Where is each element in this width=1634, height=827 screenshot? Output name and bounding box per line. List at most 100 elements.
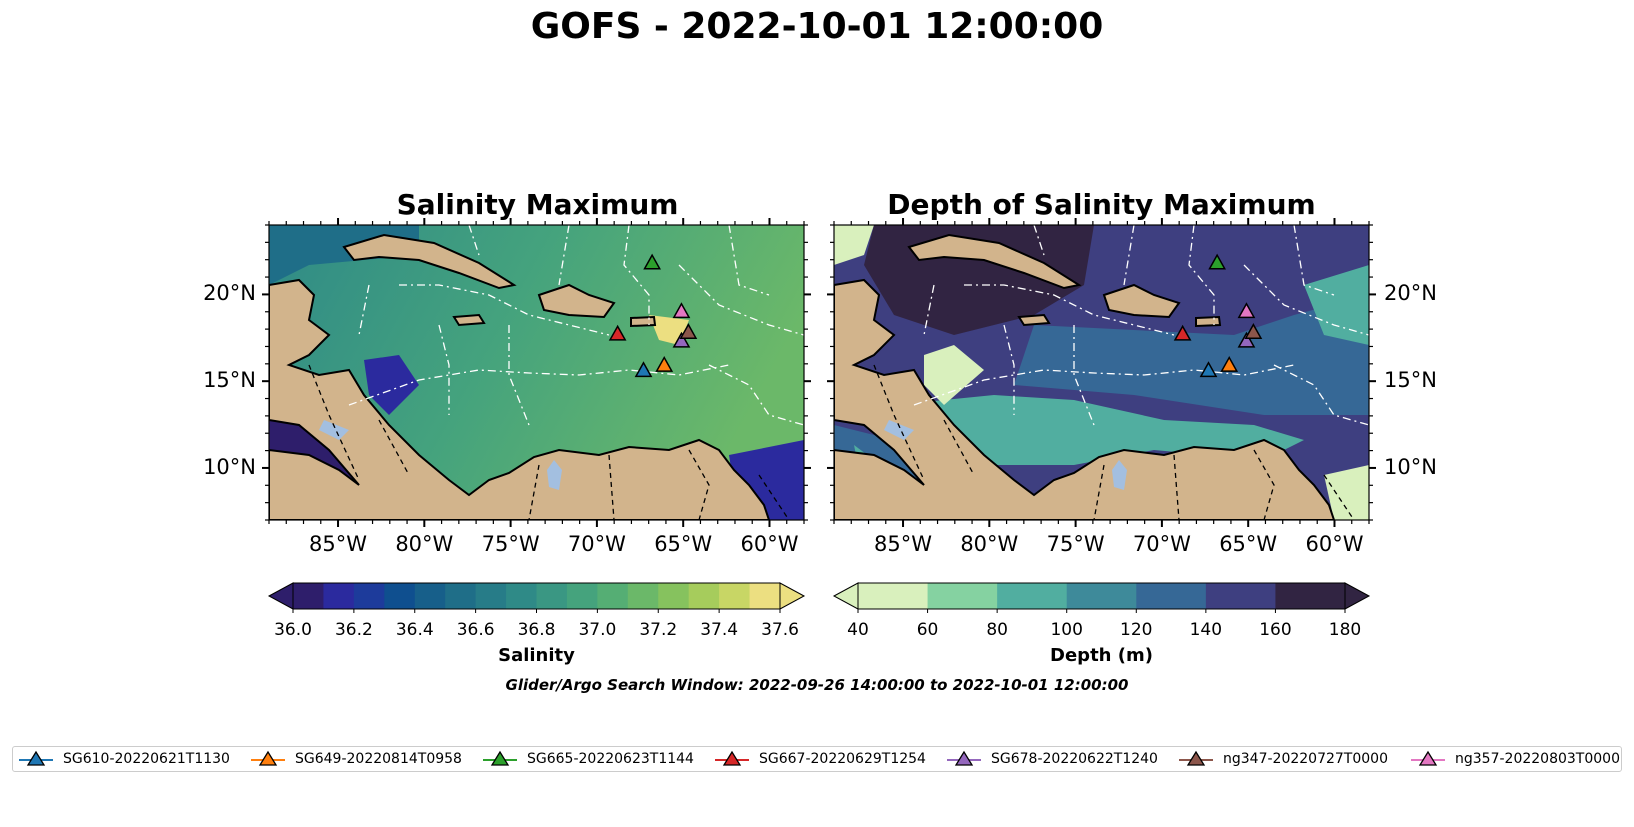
glider-marker [1237,302,1256,319]
colorbar-tick-label: 36.6 [456,620,495,640]
axis-tick-label: 60°W [740,532,799,556]
colorbar-segment [627,583,659,609]
legend-marker-icon [483,750,517,766]
axis-tick-label: 65°W [1219,532,1278,556]
depth-colorbar-label: Depth (m) [1050,645,1153,666]
legend-marker-icon [251,750,285,766]
axis-tick-label: 10°N [1384,454,1437,479]
glider-marker [634,361,653,378]
axis-tick-label: 70°W [1132,532,1191,556]
glider-marker [655,356,674,372]
search-window-note: Glider/Argo Search Window: 2022-09-26 14… [505,676,1129,694]
colorbar-segment [566,583,598,609]
colorbar-tick-label: 36.2 [334,620,373,640]
legend-item: SG678-20220622T1240 [945,747,1158,771]
glider-marker [608,324,627,341]
colorbar-tick-label: 36.0 [274,620,312,640]
right-glider-markers [1173,253,1263,378]
colorbar-segment [353,583,385,609]
colorbar-segment [927,583,998,609]
legend-marker-icon [715,750,749,766]
colorbar-extend-high [1344,582,1371,610]
axis-tick-label: 75°W [481,532,540,556]
legend-item: SG665-20220623T1144 [481,747,694,771]
colorbar-segment [323,583,355,609]
colorbar-tick-label: 40 [847,620,869,640]
colorbar-segment [293,583,324,609]
glider-marker [672,331,691,348]
legend-marker-icon [1179,750,1213,766]
legend-label: SG678-20220622T1240 [991,751,1158,767]
colorbar-tick-label: 37.2 [639,620,678,640]
glider-marker [1208,253,1227,270]
glider-marker [1244,323,1263,339]
colorbar-segment [506,583,537,609]
legend-label: ng347-20220727T0000 [1223,751,1388,767]
axis-tick-label: 70°W [567,532,626,556]
legend-label: SG667-20220629T1254 [759,751,926,767]
salinity-maximum-map [262,218,811,527]
colorbar-tick-label: 160 [1259,620,1292,640]
colorbar-segment [997,583,1068,609]
axis-tick-label: 15°N [203,368,256,393]
colorbar-segment [414,583,446,609]
colorbar-tick-label: 36.8 [517,620,556,640]
legend-marker-icon [947,750,981,766]
colorbar-outline [857,582,1346,610]
legend-label: SG610-20220621T1130 [63,751,230,767]
glider-marker [1173,324,1192,341]
left-panel-title: Salinity Maximum [396,188,679,221]
colorbar-tick-label: 140 [1189,620,1223,640]
depth-of-salinity-maximum-map [827,218,1376,527]
axis-tick-label: 20°N [203,281,256,306]
colorbar-tick-label: 37.0 [578,620,617,640]
colorbar-segment [688,583,720,609]
legend-item: SG667-20220629T1254 [713,747,926,771]
country-borders [308,364,790,520]
colorbar-segment [1275,583,1346,609]
colorbar-segment [536,583,568,609]
axis-tick-label: 15°N [1384,368,1437,393]
colorbar-segment [719,583,751,609]
glider-marker [1199,361,1218,378]
glider-marker [679,323,698,339]
axis-tick-label: 80°W [960,532,1019,556]
left-map-frame-ticks [262,218,811,527]
right-panel-title: Depth of Salinity Maximum [887,188,1316,221]
axis-tick-label: 75°W [1046,532,1105,556]
salinity-colorbar-label: Salinity [498,645,575,666]
colorbar-segment [1066,583,1137,609]
axis-tick-label: 85°W [874,532,933,556]
glider-marker [672,302,691,319]
legend-item: ng357-20220803T0000 [1409,747,1620,771]
colorbar-segment [1136,583,1207,609]
axis-tick-label: 85°W [309,532,368,556]
legend-item: SG610-20220621T1130 [17,747,230,771]
glider-marker [643,253,662,270]
axis-tick-label: 10°N [203,454,256,479]
colorbar-extend-low [267,582,294,610]
colorbar-segment [445,583,477,609]
colorbar-segment [858,583,929,609]
axis-tick-label: 60°W [1305,532,1364,556]
colorbar-segment [1205,583,1276,609]
right-map-frame-ticks [827,218,1376,527]
colorbar-tick-label: 36.4 [395,620,434,640]
colorbar-tick-label: 80 [986,620,1008,640]
legend-label: SG665-20220623T1144 [527,751,694,767]
axis-tick-label: 80°W [395,532,454,556]
colorbar-extend-low [832,582,859,610]
legend-marker-icon [1411,750,1445,766]
legend-label: SG649-20220814T0958 [295,751,462,767]
figure-title: GOFS - 2022-10-01 12:00:00 [530,6,1104,47]
depth-colorbar [832,582,1371,613]
glider-legend: SG610-20220621T1130 SG649-20220814T0958 SG… [12,746,1622,772]
left-glider-markers [608,253,698,378]
colorbar-segment [384,583,416,609]
glider-marker [1237,331,1256,348]
colorbar-segment [475,583,507,609]
axis-tick-label: 20°N [1384,281,1437,306]
colorbar-tick-label: 37.4 [700,620,739,640]
legend-item: ng347-20220727T0000 [1177,747,1388,771]
colorbar-tick-label: 100 [1050,620,1083,640]
